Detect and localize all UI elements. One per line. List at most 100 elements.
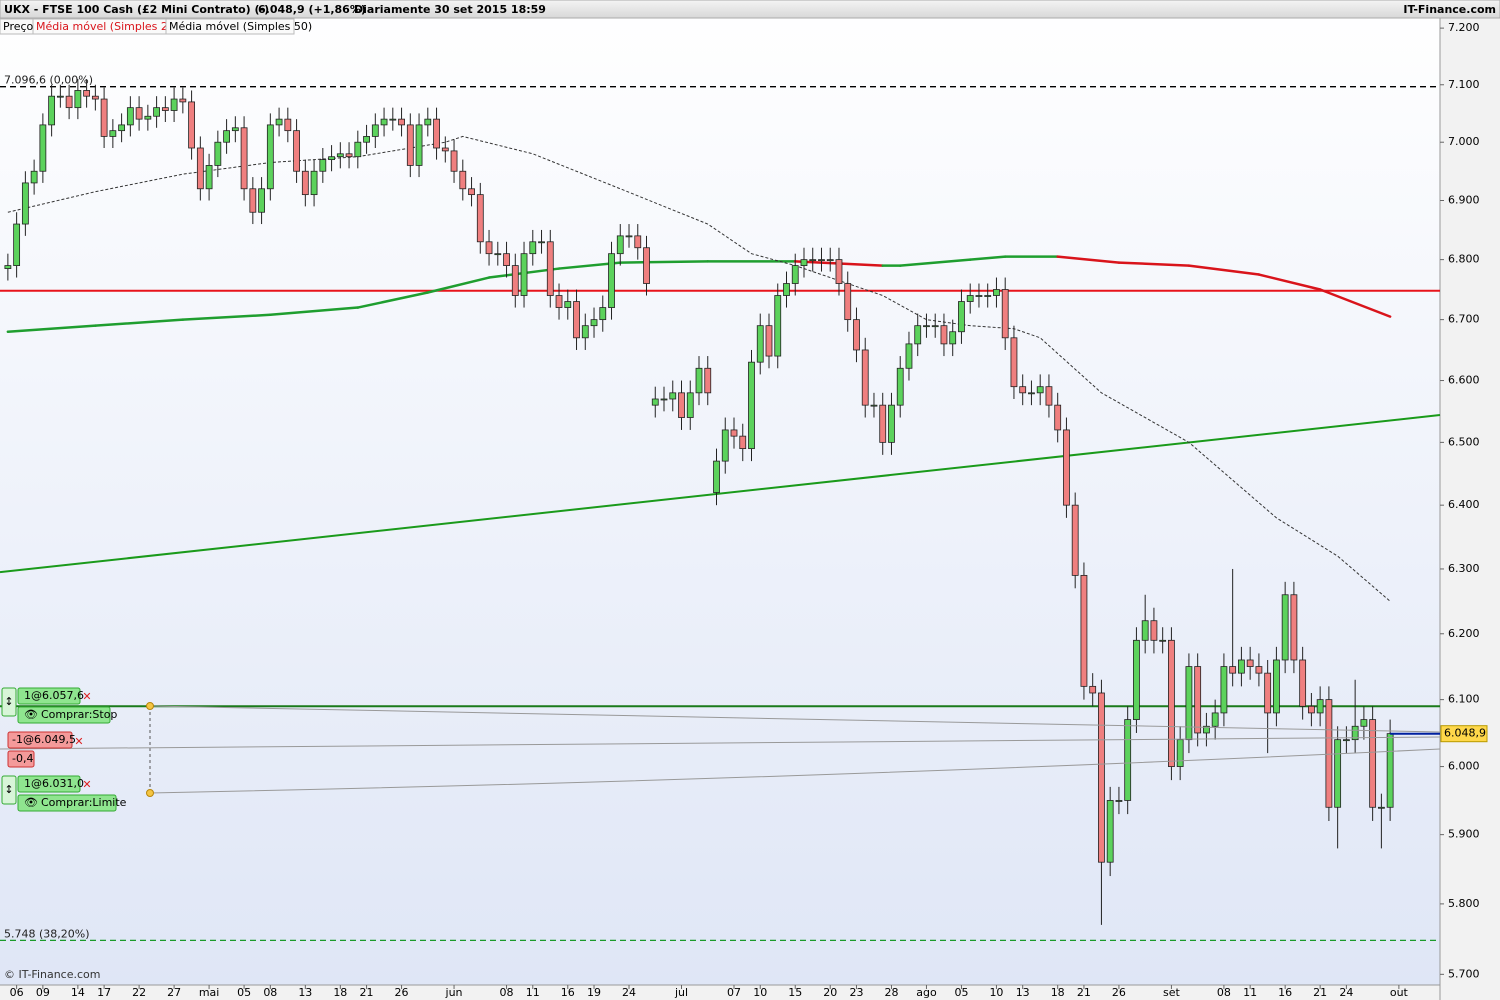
x-tick-label: 09 <box>36 986 50 999</box>
order-drag[interactable] <box>1 775 17 805</box>
position-close[interactable]: ✕ <box>74 735 83 748</box>
x-tick-label: jun <box>445 986 463 999</box>
order-cancel[interactable]: ✕ <box>82 690 91 703</box>
last-price-label: 6.048,9 <box>1444 727 1486 740</box>
order-cancel[interactable]: ✕ <box>82 778 91 791</box>
order-handle[interactable] <box>146 702 154 710</box>
candle-body <box>441 147 449 152</box>
y-axis-panel <box>1440 0 1500 1000</box>
y-tick-label: 6.900 <box>1448 193 1480 206</box>
candle-body <box>608 253 615 308</box>
candle-body <box>485 241 493 255</box>
candle-body <box>179 98 187 103</box>
candle-body <box>39 124 47 172</box>
candle-body <box>345 153 353 158</box>
candle-body <box>573 301 580 339</box>
candle-body <box>1281 594 1289 661</box>
order-drag[interactable] <box>1 687 17 717</box>
candle-body <box>1141 620 1149 641</box>
candle-body <box>275 118 283 126</box>
x-tick-label: 14 <box>71 986 85 999</box>
candle-body <box>1264 672 1272 714</box>
candle-body <box>783 283 790 296</box>
order-eye: 👁 <box>24 708 38 721</box>
candle-body <box>721 429 729 462</box>
x-tick-label: set <box>1163 986 1180 999</box>
x-tick-label: 24 <box>1339 986 1353 999</box>
y-tick-label: 6.100 <box>1448 693 1480 706</box>
candle-body <box>826 259 834 262</box>
x-tick-label: 20 <box>823 986 837 999</box>
x-tick-label: 18 <box>1051 986 1065 999</box>
candle-body <box>319 159 327 172</box>
candle-body <box>30 170 38 184</box>
y-tick-label: 5.700 <box>1448 967 1480 980</box>
candle-body <box>774 295 782 357</box>
order-label[interactable]: 1@6.057,6 <box>24 689 84 702</box>
candle-body <box>284 118 292 132</box>
order-action[interactable]: Comprar:Stop <box>41 708 117 721</box>
order-label[interactable]: 1@6.031,0 <box>24 777 84 790</box>
order-action[interactable]: Comprar:Limite <box>41 796 127 809</box>
x-tick-label: out <box>1390 986 1409 999</box>
candle-body <box>109 130 117 137</box>
candle-body <box>91 95 99 100</box>
order-action-box[interactable] <box>17 706 111 724</box>
x-tick-label: 18 <box>333 986 347 999</box>
candle-body <box>153 107 160 117</box>
order-label-box[interactable] <box>17 775 81 793</box>
candle-body <box>853 319 860 351</box>
candle-body <box>835 259 843 284</box>
x-axis-panel <box>0 985 1440 1000</box>
candle-body <box>870 404 878 407</box>
brand: IT-Finance.com <box>1403 3 1496 16</box>
legend-ma50[interactable]: Média móvel (Simples 50) <box>169 20 312 33</box>
candle-body <box>538 241 545 244</box>
candle-body <box>328 156 335 161</box>
candle-body <box>765 325 773 357</box>
y-tick-label: 6.000 <box>1448 760 1480 773</box>
candle-body <box>616 235 624 255</box>
x-tick-label: 17 <box>97 986 111 999</box>
candle-body <box>1316 699 1324 714</box>
candle-body <box>371 124 379 137</box>
candle-body <box>1028 392 1035 395</box>
x-tick-label: 13 <box>1016 986 1030 999</box>
position-label-box[interactable] <box>7 731 73 749</box>
candle-body <box>1036 386 1044 394</box>
x-tick-label: 19 <box>587 986 601 999</box>
candle-body <box>196 147 204 190</box>
candle-body <box>433 118 440 149</box>
legend-ma200[interactable]: Média móvel (Simples 200) <box>36 20 186 33</box>
x-tick-label: jul <box>674 986 688 999</box>
candle-body <box>266 124 274 190</box>
candle-body <box>301 170 309 196</box>
candle-body <box>1176 739 1184 767</box>
order-action-box[interactable] <box>17 794 117 812</box>
candle-body <box>83 90 91 97</box>
candle-body <box>713 460 720 493</box>
candle-body <box>1290 594 1298 661</box>
candle-body <box>1089 685 1097 694</box>
candle-body <box>1019 386 1027 394</box>
order-connectors <box>0 702 1441 797</box>
candle-body <box>643 247 650 284</box>
level-label: 7.096,6 (0,00%) <box>4 74 93 87</box>
legend-price[interactable]: Preço <box>3 20 34 33</box>
legend-box[interactable] <box>165 18 295 35</box>
order-line <box>149 705 1441 733</box>
candle-body <box>818 259 825 262</box>
order-label-box[interactable] <box>17 687 81 705</box>
candle-body <box>520 253 528 296</box>
x-tick-label: 16 <box>1278 986 1292 999</box>
x-tick-label: 21 <box>360 986 374 999</box>
order-handle[interactable] <box>146 789 154 797</box>
candle-body <box>1071 504 1079 576</box>
candle-body <box>1386 733 1394 808</box>
position-label[interactable]: -1@6.049,5 <box>12 733 76 746</box>
candle-body <box>1325 699 1333 808</box>
candle-body <box>896 367 904 406</box>
x-tick-label: ago <box>916 986 937 999</box>
